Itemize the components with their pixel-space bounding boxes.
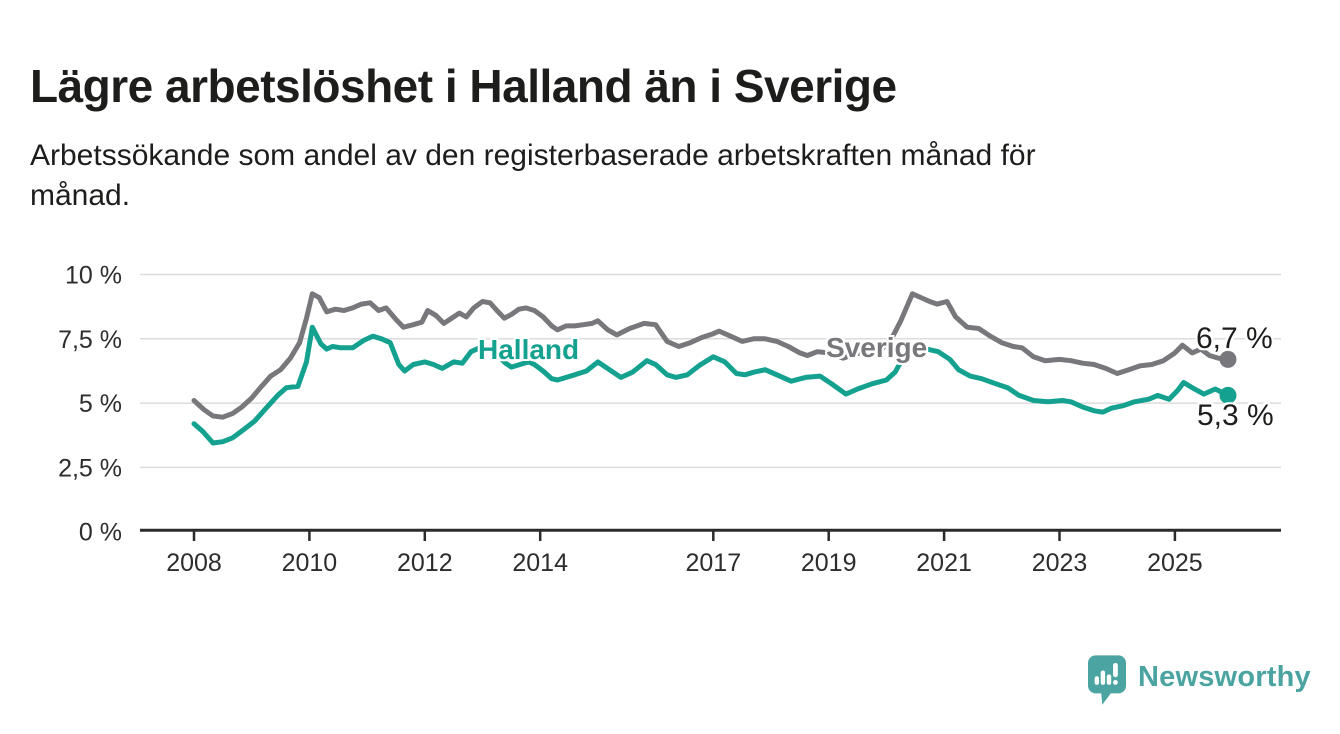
series-end-dot-sverige [1219,350,1237,368]
logo-bar-2 [1100,670,1106,685]
series-label-sverige: Sverige [826,332,928,363]
logo-exclamation-dot [1113,680,1118,685]
x-axis-label-2019: 2019 [801,549,857,577]
page-title: Lägre arbetslöshet i Halland än i Sverig… [30,59,897,112]
logo-bar-3 [1106,674,1112,685]
chart-subtitle: Arbetssökande som andel av den registerb… [30,136,1270,215]
series-line-halland [191,324,1231,446]
x-axis-label-2017: 2017 [685,549,741,577]
logo-bar-1 [1094,676,1100,685]
x-axis-label-2023: 2023 [1032,549,1088,577]
series-line-sverige [191,291,1231,420]
y-axis-label-0: 0 % [79,519,122,547]
x-axis-label-2008: 2008 [166,549,222,577]
newsworthy-logo-icon [1088,655,1126,705]
logo-exclamation-bar [1113,662,1118,678]
x-axis-label-2012: 2012 [397,549,453,577]
chart-subtitle-line-1: Arbetssökande som andel av den registerb… [30,139,1036,172]
x-axis-label-2010: 2010 [282,549,338,577]
x-axis-label-2021: 2021 [916,549,972,577]
logo-text: Newsworthy [1138,661,1311,693]
series-label-halland: Halland [478,334,580,365]
y-axis-label-10: 10 % [65,262,122,290]
x-axis-label-2025: 2025 [1147,549,1203,577]
newsworthy-logo: Newsworthy [1088,655,1311,707]
y-axis-label-2.5: 2,5 % [58,454,122,482]
end-value-label-halland: 5,3 % [1197,399,1274,432]
end-value-label-sverige: 6,7 % [1196,322,1273,355]
series-end-dot-halland [1219,386,1237,404]
y-axis-label-7.5: 7,5 % [58,326,122,354]
x-axis-label-2014: 2014 [512,549,568,577]
y-axis-label-5: 5 % [79,390,122,418]
chart-subtitle-line-2: månad. [30,178,131,212]
